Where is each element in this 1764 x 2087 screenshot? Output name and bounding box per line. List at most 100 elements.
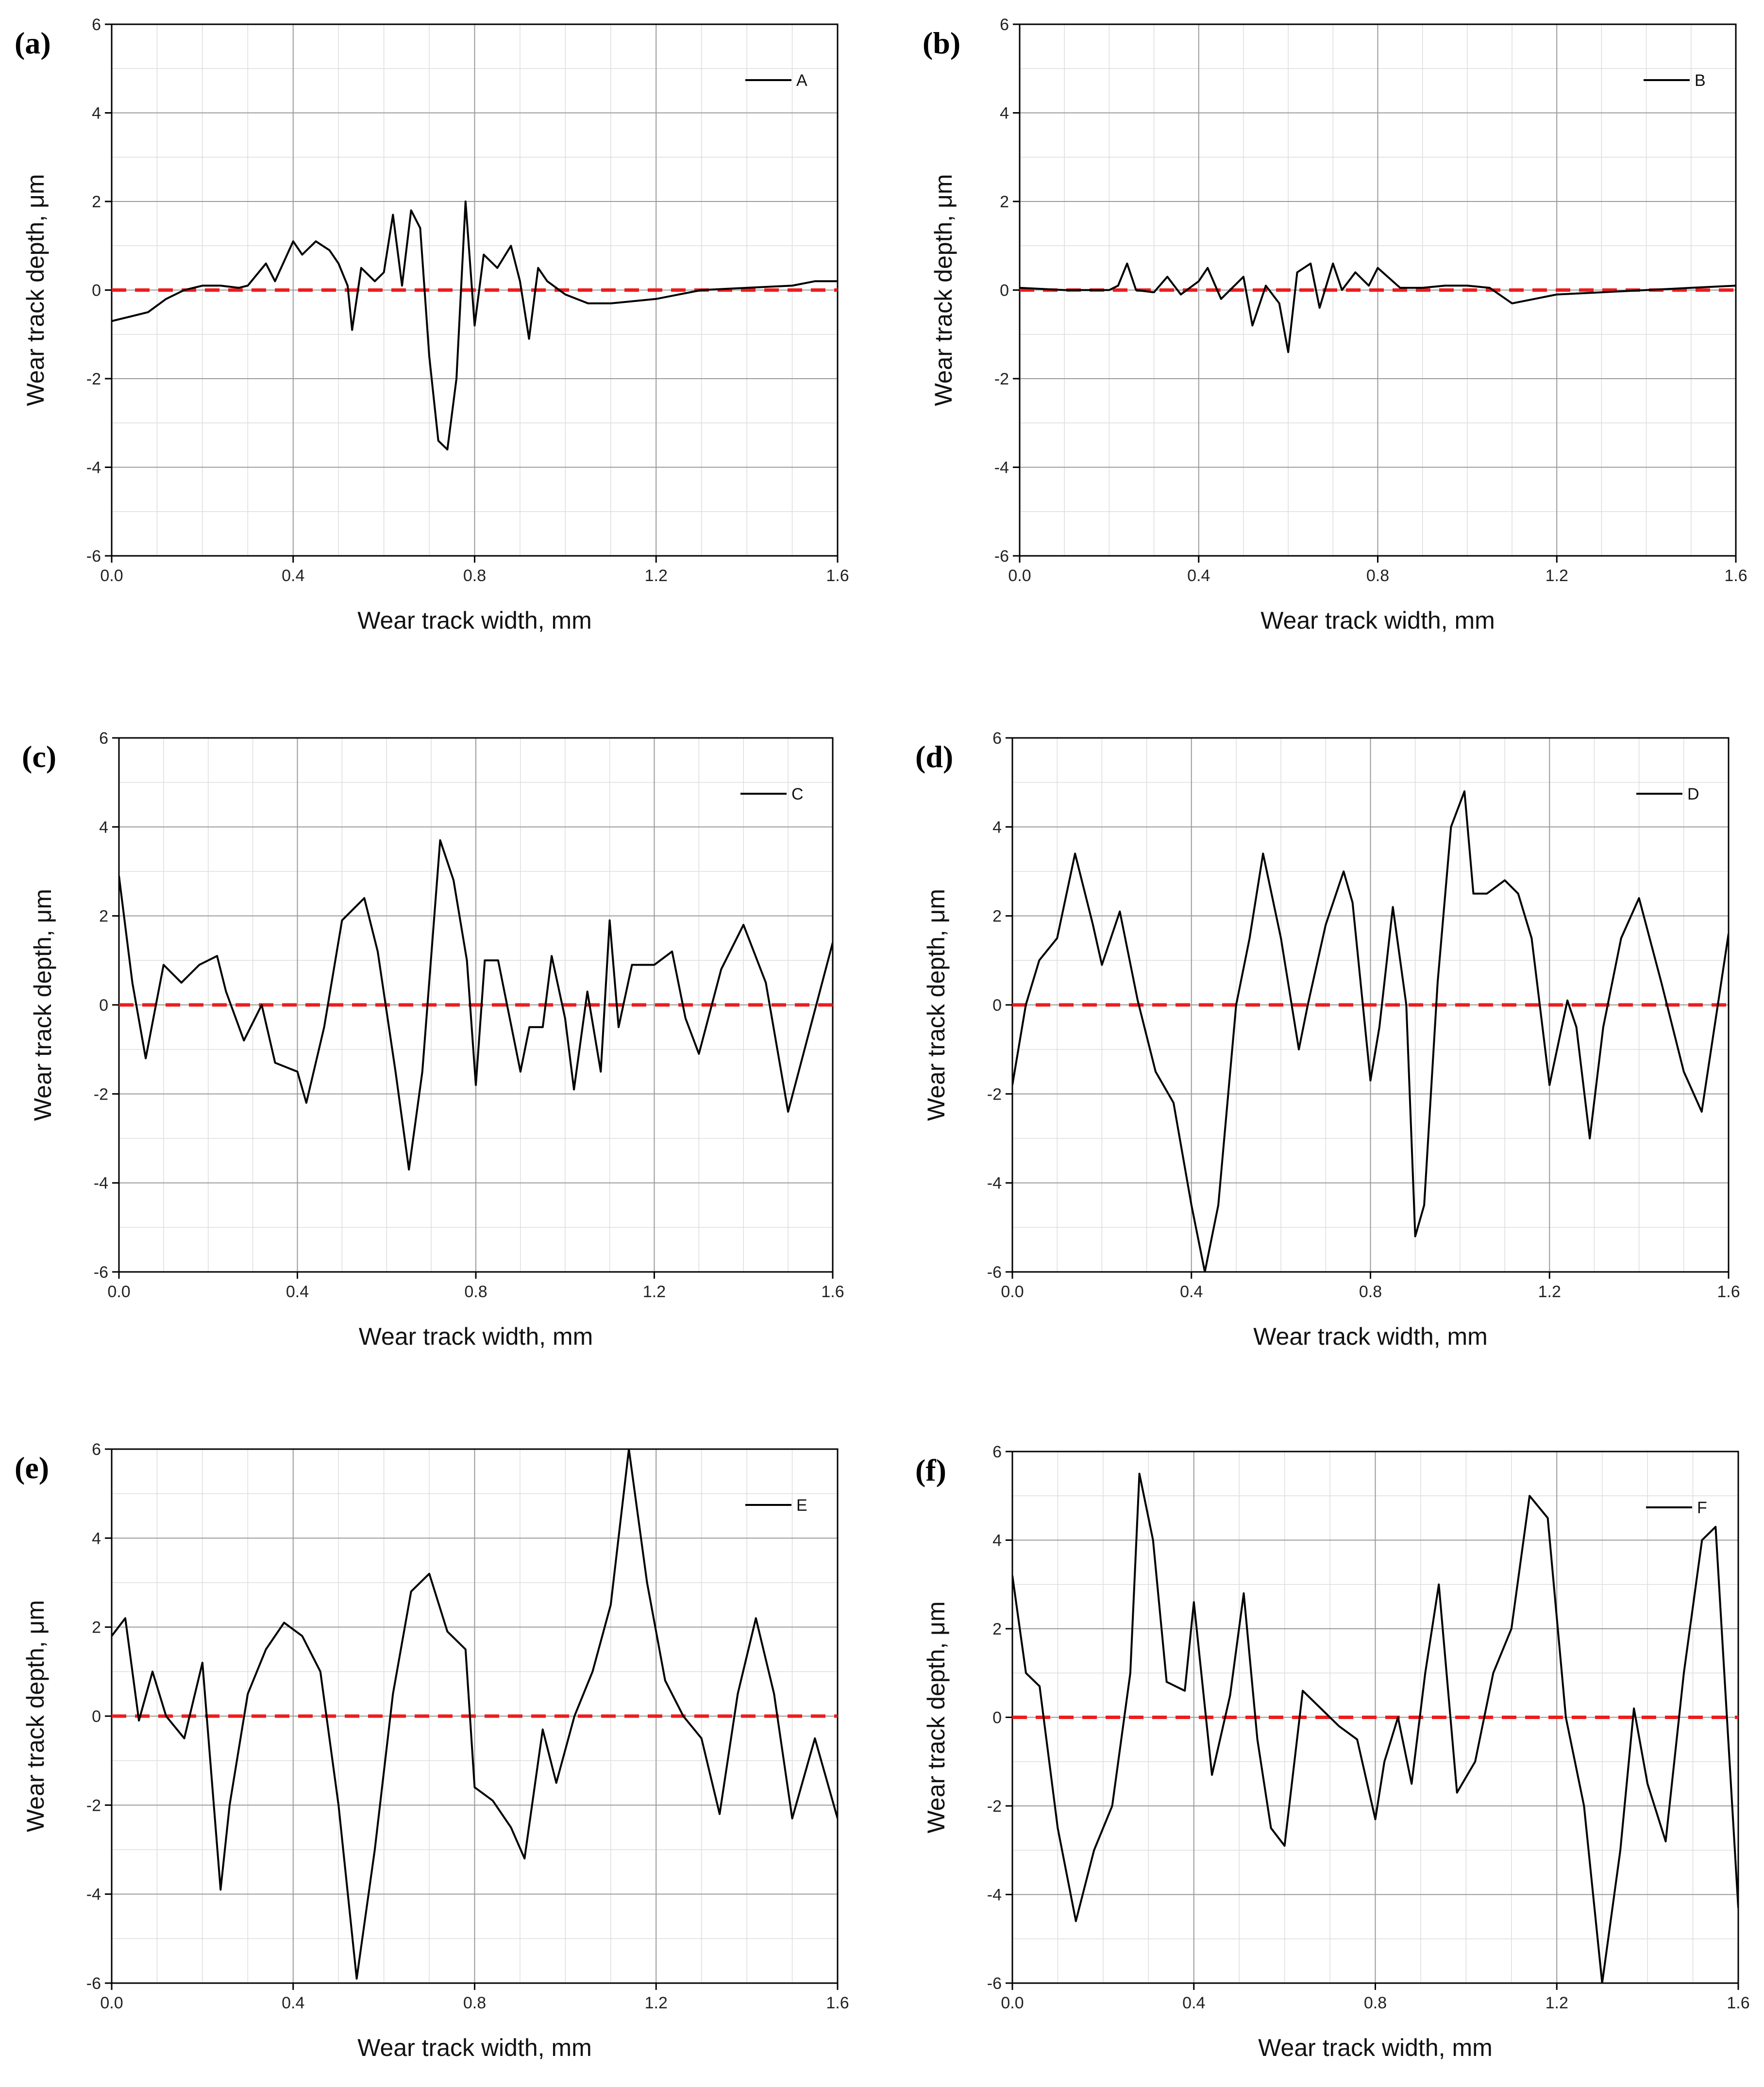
x-tick-label: 0.0 (1001, 1283, 1024, 1301)
x-tick-label: 0.0 (107, 1283, 130, 1301)
x-tick-label: 1.6 (821, 1283, 844, 1301)
chart-panel-6: 0.0 0.4 0.8 1.2 1.6 -6 -4 -2 0 2 4 6 F Wear track wid… (915, 1443, 1750, 2061)
y-tick-label: 2 (92, 193, 101, 211)
x-tick-label: 1.6 (826, 567, 849, 585)
y-tick-label: -6 (86, 1974, 101, 1993)
x-tick-label: 1.6 (826, 1994, 849, 2012)
y-tick-label: -6 (987, 1263, 1002, 1282)
y-tick-label: -4 (994, 459, 1009, 477)
y-tick-label: 0 (1000, 282, 1009, 300)
legend-label: F (1697, 1499, 1707, 1517)
y-tick-label: 6 (99, 729, 108, 748)
y-tick-label: 6 (92, 16, 101, 34)
y-tick-label: 6 (1000, 16, 1009, 34)
legend-label: A (796, 71, 807, 90)
x-tick-label: 0.0 (100, 1994, 123, 2012)
x-tick-label: 0.0 (1001, 1994, 1024, 2012)
y-tick-label: 2 (992, 1620, 1002, 1638)
y-tick-label: -2 (987, 1085, 1002, 1103)
y-tick-label: -4 (86, 1886, 101, 1904)
x-tick-label: 1.6 (1724, 567, 1747, 585)
y-tick-label: -4 (94, 1174, 108, 1193)
x-tick-label: 0.4 (1182, 1994, 1205, 2012)
x-axis-label: Wear track width, mm (357, 607, 592, 634)
y-tick-label: 0 (992, 1709, 1002, 1727)
x-tick-label: 0.8 (1364, 1994, 1387, 2012)
x-tick-label: 0.8 (1359, 1283, 1382, 1301)
y-tick-label: -6 (86, 547, 101, 566)
x-tick-label: 1.2 (645, 567, 668, 585)
x-tick-label: 0.8 (464, 1283, 487, 1301)
y-tick-label: -6 (987, 1974, 1002, 1993)
x-tick-label: 0.8 (463, 567, 486, 585)
y-axis-label: Wear track depth, μm (29, 889, 56, 1121)
chart-panel-2: 0.0 0.4 0.8 1.2 1.6 -6 -4 -2 0 2 4 6 B Wear track wid… (923, 16, 1747, 634)
chart-panel-3: 0.0 0.4 0.8 1.2 1.6 -6 -4 -2 0 2 4 6 C Wear track wid… (22, 729, 844, 1350)
x-tick-label: 0.0 (1008, 567, 1031, 585)
y-tick-label: 4 (99, 818, 108, 836)
profile-series-line (1020, 262, 1736, 353)
x-tick-label: 0.4 (286, 1283, 309, 1301)
x-tick-label: 0.8 (1366, 567, 1389, 585)
profile-series-line (112, 1449, 838, 1980)
x-tick-label: 0.4 (282, 567, 304, 585)
y-tick-label: 2 (92, 1619, 101, 1637)
x-tick-label: 0.0 (100, 567, 123, 585)
x-tick-label: 1.2 (1538, 1283, 1561, 1301)
y-tick-label: 0 (92, 282, 101, 300)
x-tick-label: 0.4 (1187, 567, 1210, 585)
x-tick-label: 1.6 (1727, 1994, 1749, 2012)
y-tick-label: -4 (86, 459, 101, 477)
x-tick-label: 0.4 (1180, 1283, 1203, 1301)
panel-label: (f) (915, 1453, 946, 1487)
y-tick-label: 2 (99, 907, 108, 926)
x-tick-label: 1.6 (1717, 1283, 1740, 1301)
y-tick-label: 2 (992, 907, 1002, 926)
x-axis-label: Wear track width, mm (359, 1323, 593, 1350)
chart-panel-5: 0.0 0.4 0.8 1.2 1.6 -6 -4 -2 0 2 4 6 E Wear track wid… (15, 1440, 849, 2061)
legend-label: C (791, 785, 804, 803)
profile-series-line (1012, 790, 1729, 1272)
y-tick-label: 0 (99, 996, 108, 1015)
legend-label: B (1695, 71, 1706, 90)
y-tick-label: -6 (94, 1263, 108, 1282)
y-tick-label: -6 (994, 547, 1009, 566)
panel-label: (a) (15, 26, 51, 60)
y-axis-label: Wear track depth, μm (22, 174, 49, 406)
x-axis-label: Wear track width, mm (1258, 2034, 1493, 2061)
legend-label: E (796, 1496, 807, 1515)
y-tick-label: -2 (86, 370, 101, 388)
panel-label: (e) (15, 1451, 49, 1485)
x-tick-label: 1.2 (643, 1283, 666, 1301)
y-tick-label: -4 (987, 1886, 1002, 1904)
y-tick-label: 6 (92, 1440, 101, 1459)
x-axis-label: Wear track width, mm (1253, 1323, 1488, 1350)
profile-series-line (119, 839, 833, 1171)
chart-panel-4: 0.0 0.4 0.8 1.2 1.6 -6 -4 -2 0 2 4 6 D Wear track wid… (915, 729, 1740, 1350)
y-tick-label: -4 (987, 1174, 1002, 1193)
x-tick-label: 1.2 (1546, 1994, 1568, 2012)
y-axis-label: Wear track depth, μm (22, 1600, 49, 1832)
panel-label: (d) (915, 739, 953, 774)
y-tick-label: 4 (1000, 104, 1009, 123)
x-tick-label: 0.4 (282, 1994, 304, 2012)
panel-label: (b) (923, 26, 960, 60)
y-axis-label: Wear track depth, μm (923, 1601, 950, 1833)
y-tick-label: -2 (86, 1796, 101, 1815)
y-tick-label: 6 (992, 1443, 1002, 1461)
y-tick-label: 4 (92, 104, 101, 123)
y-tick-label: 6 (992, 729, 1002, 748)
y-tick-label: 4 (992, 818, 1002, 836)
x-axis-label: Wear track width, mm (357, 2034, 592, 2061)
y-tick-label: 2 (1000, 193, 1009, 211)
y-axis-label: Wear track depth, μm (930, 174, 957, 406)
y-axis-label: Wear track depth, μm (923, 889, 950, 1121)
y-tick-label: -2 (987, 1797, 1002, 1816)
y-tick-label: 0 (92, 1707, 101, 1726)
profile-series-line (1012, 1472, 1738, 1983)
x-tick-label: 1.2 (645, 1994, 668, 2012)
y-tick-label: 4 (992, 1532, 1002, 1550)
y-tick-label: 0 (992, 996, 1002, 1015)
